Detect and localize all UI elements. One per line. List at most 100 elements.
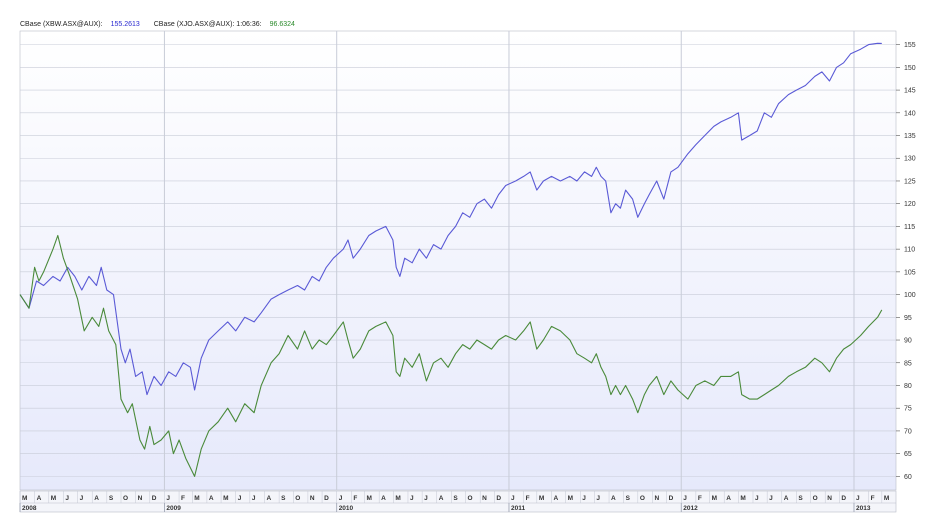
month-tick-label: D [841, 495, 846, 502]
y-tick-label: 105 [904, 269, 916, 276]
month-tick-label: J [511, 495, 515, 502]
y-tick-label: 65 [904, 451, 912, 458]
y-tick-label: 90 [904, 338, 912, 345]
month-tick-label: A [611, 495, 616, 502]
month-tick-label: A [209, 495, 214, 502]
month-tick-label: F [181, 495, 185, 502]
year-label: 2012 [683, 505, 698, 512]
month-tick-label: D [496, 495, 501, 502]
year-label: 2011 [511, 505, 525, 512]
month-tick-label: S [798, 495, 803, 502]
plot-background [19, 30, 897, 491]
month-tick-label: S [281, 495, 286, 502]
series-line-xbw [19, 42, 882, 396]
month-tick-label: A [266, 495, 271, 502]
month-tick-label: A [439, 495, 444, 502]
series-line-xjo [19, 234, 883, 477]
month-tick-label: J [755, 495, 759, 502]
month-tick-label: J [252, 495, 256, 502]
month-tick-label: O [468, 495, 473, 502]
month-tick-label: N [482, 495, 487, 502]
month-tick-label: M [712, 495, 717, 502]
month-tick-label: M [884, 495, 889, 502]
legend-item-xbw: CBase (XBW.ASX@AUX): 155.2613 [20, 21, 142, 28]
month-tick-label: M [568, 495, 573, 502]
month-tick-label: D [324, 495, 329, 502]
legend-item-xjo: CBase (XJO.ASX@AUX): 1:06:36: 96.6324 [154, 21, 295, 28]
legend-label-xbw: CBase (XBW.ASX@AUX): [20, 21, 103, 28]
y-tick-label: 125 [904, 178, 916, 185]
month-tick-label: M [395, 495, 400, 502]
month-tick-label: S [109, 495, 114, 502]
month-tick-label: A [553, 495, 558, 502]
month-tick-label: M [194, 495, 199, 502]
y-tick-label: 140 [904, 110, 916, 117]
y-tick-label: 75 [904, 406, 912, 413]
y-axis: 60 65 70 75 80 85 90 95 100 105 110 115 120 125 130 135… [896, 42, 916, 481]
y-tick-label: 145 [904, 88, 916, 95]
month-tick-label: D [669, 495, 674, 502]
month-tick-label: J [582, 495, 586, 502]
y-tick-label: 110 [904, 247, 915, 254]
year-label: 2013 [856, 505, 871, 512]
y-tick-label: 70 [904, 428, 912, 435]
month-tick-label: S [626, 495, 631, 502]
month-tick-label: M [22, 495, 27, 502]
y-tick-label: 135 [904, 133, 916, 140]
month-tick-label: A [784, 495, 789, 502]
year-label: 2010 [339, 505, 354, 512]
month-tick-label: M [223, 495, 228, 502]
month-tick-label: A [381, 495, 386, 502]
month-tick-label: J [339, 495, 343, 502]
month-tick-label: F [526, 495, 530, 502]
month-tick-label: F [871, 495, 875, 502]
y-tick-label: 155 [904, 42, 916, 49]
legend-value-xbw: 155.2613 [110, 21, 140, 28]
y-tick-label: 115 [904, 224, 915, 231]
series-layer [19, 42, 883, 477]
year-label: 2009 [166, 505, 181, 512]
month-tick-label: N [654, 495, 659, 502]
month-tick-label: J [238, 495, 242, 502]
month-tick-label: S [453, 495, 458, 502]
month-tick-label: N [827, 495, 832, 502]
month-tick-label: M [367, 495, 372, 502]
chart-legend: CBase (XBW.ASX@AUX): 155.2613 CBase (XJO.… [20, 19, 307, 31]
y-tick-label: 130 [904, 156, 916, 163]
y-tick-label: 95 [904, 315, 912, 322]
month-tick-label: J [769, 495, 773, 502]
grid-layer [20, 31, 896, 490]
month-tick-label: J [65, 495, 69, 502]
legend-label-xjo: CBase (XJO.ASX@AUX): 1:06:36: [153, 21, 262, 28]
month-tick-label: O [295, 495, 300, 502]
y-tick-label: 60 [904, 474, 912, 481]
month-tick-label: N [138, 495, 143, 502]
month-tick-label: D [152, 495, 157, 502]
month-tick-label: J [424, 495, 428, 502]
month-tick-label: J [596, 495, 600, 502]
y-tick-label: 120 [904, 201, 916, 208]
month-tick-label: J [166, 495, 170, 502]
month-tick-label: J [856, 495, 860, 502]
month-tick-label: A [726, 495, 731, 502]
month-tick-label: M [51, 495, 56, 502]
y-tick-label: 150 [904, 65, 916, 72]
month-tick-label: N [310, 495, 315, 502]
month-tick-label: J [683, 495, 687, 502]
y-tick-label: 100 [904, 292, 916, 299]
month-tick-label: A [94, 495, 99, 502]
legend-value-xjo: 96.6324 [269, 21, 295, 28]
month-tick-label: M [539, 495, 544, 502]
y-tick-label: 80 [904, 383, 912, 390]
y-tick-label: 85 [904, 360, 912, 367]
month-tick-label: O [640, 495, 645, 502]
month-tick-label: A [37, 495, 42, 502]
month-tick-label: F [698, 495, 702, 502]
month-tick-label: F [353, 495, 357, 502]
month-tick-label: O [813, 495, 818, 502]
month-tick-label: J [80, 495, 84, 502]
month-tick-label: O [123, 495, 128, 502]
